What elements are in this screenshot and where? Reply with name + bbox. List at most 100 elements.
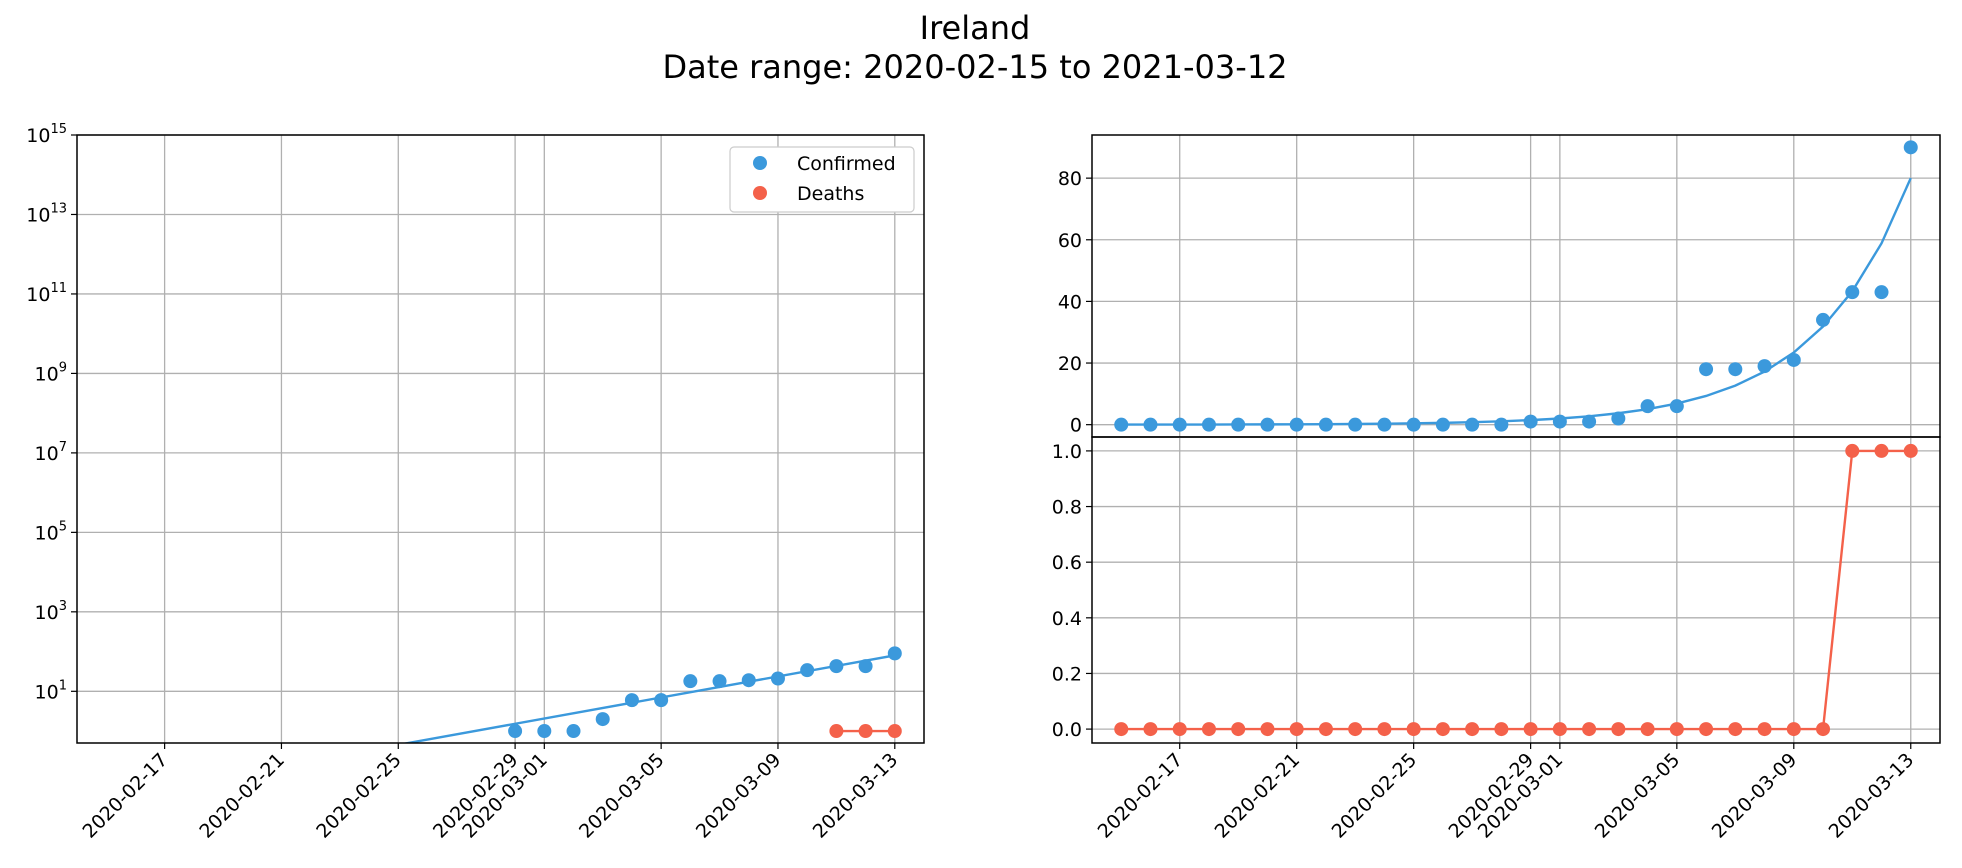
rb-deaths-line: [1121, 449, 1911, 731]
rb-y-tick-label: 0.0: [1052, 719, 1082, 741]
left-confirmed-point: [887, 646, 902, 661]
left-y-tick-base: 10: [35, 443, 59, 465]
rt-confirmed-fit-line: [1121, 177, 1912, 426]
left-deaths-point: [858, 724, 873, 739]
legend: Confirmed Deaths: [729, 146, 915, 213]
left-y-tick-exponent: 7: [59, 440, 67, 455]
rb-x-tick-label: 2020-02-25: [1328, 749, 1422, 843]
rt-y-tick-label: 80: [1058, 168, 1082, 190]
rt-confirmed-point: [1582, 414, 1597, 429]
rb-x-tick-label: 2020-03-05: [1591, 749, 1685, 843]
rt-confirmed-point: [1465, 417, 1480, 432]
legend-confirmed-label: Confirmed: [797, 153, 896, 175]
left-confirmed-point: [741, 673, 756, 688]
left-y-tick-base: 10: [26, 204, 50, 226]
rt-confirmed-point: [1435, 417, 1450, 432]
left-confirmed-point: [829, 659, 844, 674]
left-x-tick-label: 2020-02-25: [312, 749, 406, 843]
rb-deaths-point: [1260, 722, 1275, 737]
rt-confirmed-point: [1114, 417, 1129, 432]
rt-confirmed-point: [1816, 312, 1831, 327]
rb-deaths-point: [1318, 722, 1333, 737]
rb-y-tick-label: 0.8: [1052, 497, 1082, 519]
rt-confirmed-point: [1786, 352, 1801, 367]
rb-deaths-point: [1552, 722, 1567, 737]
rb-deaths-point: [1435, 722, 1450, 737]
left-x-tick-label: 2020-03-05: [575, 749, 669, 843]
left-x-tick-label: 2020-02-21: [195, 749, 289, 843]
rt-y-tick-label: 20: [1058, 353, 1082, 375]
rb-deaths-point: [1114, 722, 1129, 737]
rt-y-tick-label: 60: [1058, 230, 1082, 252]
rb-deaths-point: [1289, 722, 1304, 737]
rt-confirmed-point: [1289, 417, 1304, 432]
rt-confirmed-point: [1377, 417, 1392, 432]
left-y-tick-base: 10: [35, 522, 59, 544]
rb-x-tick-label: 2020-02-21: [1211, 749, 1305, 843]
left-confirmed-point: [595, 712, 610, 727]
chart-title: Ireland: [920, 9, 1031, 47]
left-y-tick-exponent: 15: [50, 122, 67, 137]
left-y-tick-label: 107: [35, 440, 67, 465]
left-y-tick-label: 1011: [26, 281, 67, 306]
rt-y-tick-label: 40: [1058, 291, 1082, 313]
left-y-tick-exponent: 11: [50, 281, 67, 296]
left-confirmed-point: [508, 724, 523, 739]
left-confirmed-point: [858, 659, 873, 674]
rb-deaths-point: [1845, 443, 1860, 458]
rb-deaths-point: [1903, 443, 1918, 458]
left-y-tick-label: 103: [35, 599, 67, 624]
left-y-tick-base: 10: [26, 125, 50, 147]
rt-confirmed-point: [1231, 417, 1246, 432]
rt-confirmed-point: [1699, 362, 1714, 377]
rt-confirmed-point: [1903, 140, 1918, 155]
left-y-tick-exponent: 5: [59, 519, 67, 534]
left-confirmed-fit-line: [401, 654, 896, 743]
legend-deaths-marker: [753, 186, 767, 200]
rt-confirmed-point: [1757, 359, 1772, 374]
left-confirmed-point: [654, 693, 669, 708]
left-y-tick-base: 10: [26, 284, 50, 306]
rb-deaths-point: [1523, 722, 1538, 737]
left-confirmed-point: [566, 724, 581, 739]
left-y-tick-base: 10: [35, 681, 59, 703]
rt-confirmed-point: [1874, 285, 1889, 300]
left-y-tick-label: 105: [35, 519, 67, 544]
rb-deaths-point: [1757, 722, 1772, 737]
left-confirmed-point: [712, 674, 727, 689]
rb-deaths-point: [1728, 722, 1743, 737]
rb-deaths-point: [1816, 722, 1831, 737]
rt-confirmed-point: [1172, 417, 1187, 432]
rb-axes-frame: [1091, 436, 1941, 744]
left-plot-area: [401, 646, 902, 743]
rb-y-tick-label: 0.2: [1052, 663, 1082, 685]
rt-confirmed-point: [1523, 414, 1538, 429]
left-axes-frame: [76, 134, 925, 744]
rt-confirmed-point: [1260, 417, 1275, 432]
rb-deaths-point: [1669, 722, 1684, 737]
rt-confirmed-point: [1201, 417, 1216, 432]
left-y-tick-label: 1015: [26, 122, 67, 147]
rb-y-tick-label: 0.4: [1052, 608, 1082, 630]
rb-x-tick-label: 2020-02-17: [1094, 749, 1188, 843]
left-confirmed-point: [537, 724, 552, 739]
rb-deaths-point: [1377, 722, 1392, 737]
rb-x-tick-label: 2020-03-09: [1708, 749, 1802, 843]
rt-y-tick-label: 0: [1070, 415, 1082, 437]
rb-deaths-point: [1406, 722, 1421, 737]
rt-confirmed-point: [1611, 411, 1626, 426]
left-y-tick-exponent: 13: [50, 201, 67, 216]
rb-y-tick-label: 1.0: [1052, 441, 1082, 463]
rt-confirmed-point: [1143, 417, 1158, 432]
rt-confirmed-point: [1669, 399, 1684, 414]
rt-confirmed-point: [1318, 417, 1333, 432]
left-y-tick-exponent: 9: [59, 360, 67, 375]
rb-deaths-point: [1465, 722, 1480, 737]
rt-confirmed-point: [1348, 417, 1363, 432]
left-x-tick-label: 2020-02-17: [79, 749, 173, 843]
left-confirmed-point: [770, 671, 785, 686]
rt-confirmed-point: [1845, 285, 1860, 300]
